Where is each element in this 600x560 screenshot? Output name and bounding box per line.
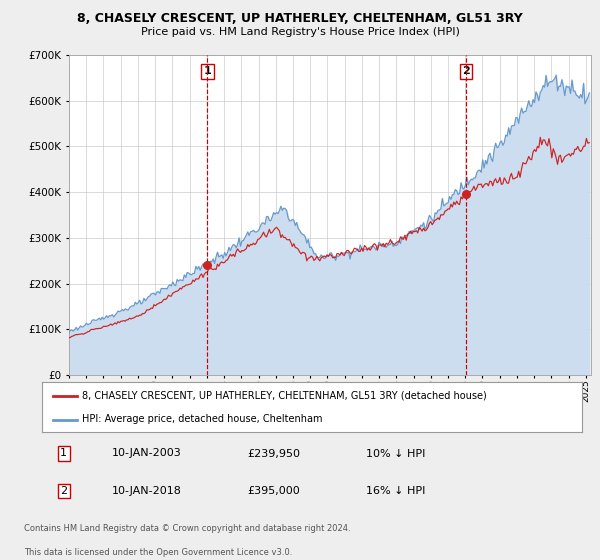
- Text: 2: 2: [462, 66, 470, 76]
- Text: 8, CHASELY CRESCENT, UP HATHERLEY, CHELTENHAM, GL51 3RY: 8, CHASELY CRESCENT, UP HATHERLEY, CHELT…: [77, 12, 523, 25]
- Text: 8, CHASELY CRESCENT, UP HATHERLEY, CHELTENHAM, GL51 3RY (detached house): 8, CHASELY CRESCENT, UP HATHERLEY, CHELT…: [83, 391, 487, 401]
- Text: £395,000: £395,000: [247, 486, 300, 496]
- Text: 1: 1: [203, 66, 211, 76]
- Text: 16% ↓ HPI: 16% ↓ HPI: [366, 486, 425, 496]
- Text: Price paid vs. HM Land Registry's House Price Index (HPI): Price paid vs. HM Land Registry's House …: [140, 27, 460, 37]
- Text: 2: 2: [60, 486, 67, 496]
- Text: 1: 1: [60, 449, 67, 459]
- Text: 10% ↓ HPI: 10% ↓ HPI: [366, 449, 425, 459]
- Text: 10-JAN-2018: 10-JAN-2018: [112, 486, 182, 496]
- Text: Contains HM Land Registry data © Crown copyright and database right 2024.: Contains HM Land Registry data © Crown c…: [24, 524, 350, 533]
- Text: HPI: Average price, detached house, Cheltenham: HPI: Average price, detached house, Chel…: [83, 414, 323, 424]
- Text: 10-JAN-2003: 10-JAN-2003: [112, 449, 182, 459]
- Text: £239,950: £239,950: [247, 449, 300, 459]
- Text: This data is licensed under the Open Government Licence v3.0.: This data is licensed under the Open Gov…: [24, 548, 292, 557]
